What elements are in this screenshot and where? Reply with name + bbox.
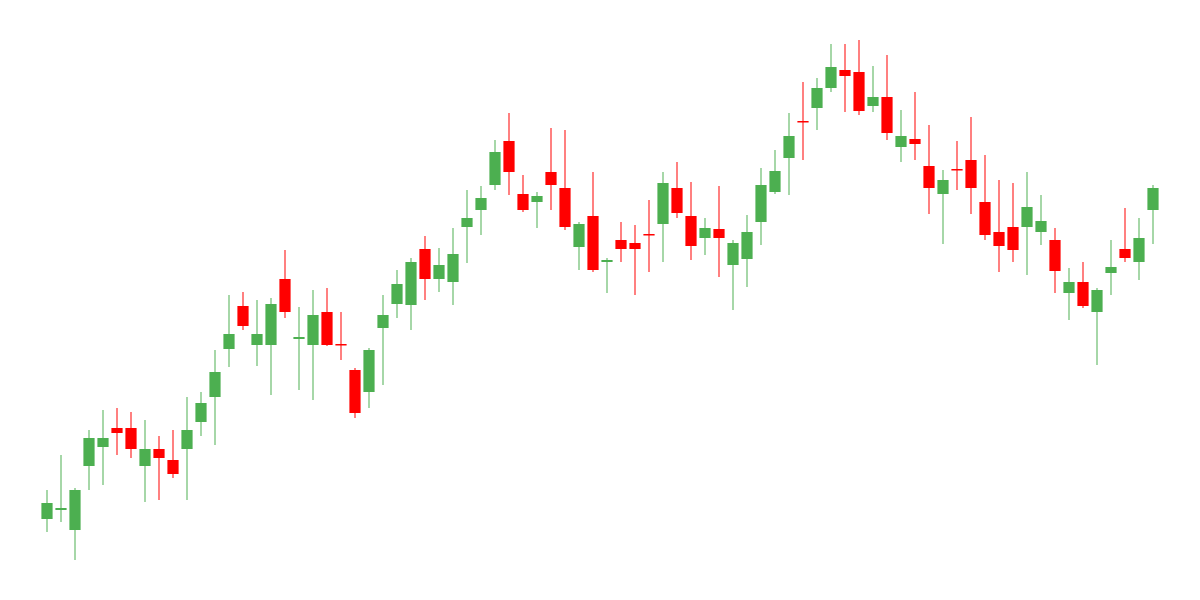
candle-body: [881, 97, 893, 133]
candle-body: [377, 315, 389, 328]
candle-body: [643, 234, 655, 236]
candle-body: [839, 70, 851, 76]
candle-body: [1063, 282, 1075, 293]
candle-body: [167, 460, 179, 474]
candle-body: [685, 216, 697, 246]
candle-body: [699, 228, 711, 238]
candle-body: [293, 337, 305, 339]
candle-body: [811, 88, 823, 108]
candle-body: [1119, 249, 1131, 258]
candle-body: [209, 372, 221, 397]
candle-body: [433, 265, 445, 279]
candle-body: [993, 232, 1005, 246]
candle-body: [335, 344, 347, 346]
candle-body: [601, 260, 613, 262]
candle-body: [1133, 238, 1145, 262]
candle-body: [307, 315, 319, 345]
candle-body: [83, 438, 95, 466]
candle-body: [55, 508, 67, 510]
candle-body: [545, 172, 557, 185]
candle-body: [867, 97, 879, 106]
candle-body: [783, 136, 795, 158]
candle-body: [727, 243, 739, 265]
candle-body: [349, 370, 361, 413]
candle-body: [573, 224, 585, 247]
candle-body: [769, 171, 781, 192]
candle-body: [1147, 188, 1159, 210]
candle-body: [559, 188, 571, 227]
candle-body: [1091, 290, 1103, 312]
candle-body: [895, 136, 907, 147]
candle-body: [1105, 267, 1117, 273]
candle-body: [1007, 227, 1019, 250]
candle-body: [965, 160, 977, 188]
candle-body: [195, 403, 207, 422]
candle-body: [1077, 282, 1089, 306]
candle-body: [363, 350, 375, 392]
candle-body: [517, 194, 529, 210]
candle-body: [447, 254, 459, 282]
candle-body: [279, 279, 291, 312]
candle-body: [265, 304, 277, 345]
candle-body: [251, 334, 263, 345]
candle-body: [755, 185, 767, 222]
candle-body: [657, 183, 669, 224]
candle-body: [153, 449, 165, 458]
candle-body: [41, 503, 53, 519]
candle-body: [97, 438, 109, 447]
candle-body: [405, 262, 417, 305]
candle-body: [139, 449, 151, 466]
candle-body: [1035, 221, 1047, 232]
candle-body: [937, 180, 949, 194]
candle-body: [741, 232, 753, 259]
candle-body: [111, 428, 123, 433]
candle-body: [1049, 240, 1061, 271]
candle-body: [825, 67, 837, 88]
candle-body: [461, 218, 473, 227]
candle-body: [125, 428, 137, 449]
candle-body: [713, 229, 725, 238]
candle-body: [391, 284, 403, 304]
candle-body: [475, 198, 487, 210]
candle-body: [181, 430, 193, 449]
candle-body: [69, 490, 81, 530]
candle-body: [671, 188, 683, 213]
candle-body: [951, 169, 963, 171]
candle-body: [979, 202, 991, 235]
candle-body: [923, 166, 935, 188]
candle-body: [237, 306, 249, 326]
candle-body: [223, 334, 235, 349]
candle-body: [853, 72, 865, 111]
candle-body: [909, 139, 921, 144]
candle-body: [531, 196, 543, 202]
candle-body: [321, 312, 333, 345]
candle-body: [503, 141, 515, 172]
candle-body: [629, 243, 641, 249]
candle-body: [615, 240, 627, 249]
candle-body: [797, 121, 809, 123]
candle-body: [419, 249, 431, 279]
candle-body: [489, 152, 501, 185]
candle-body: [587, 216, 599, 270]
candle-body: [1021, 207, 1033, 227]
